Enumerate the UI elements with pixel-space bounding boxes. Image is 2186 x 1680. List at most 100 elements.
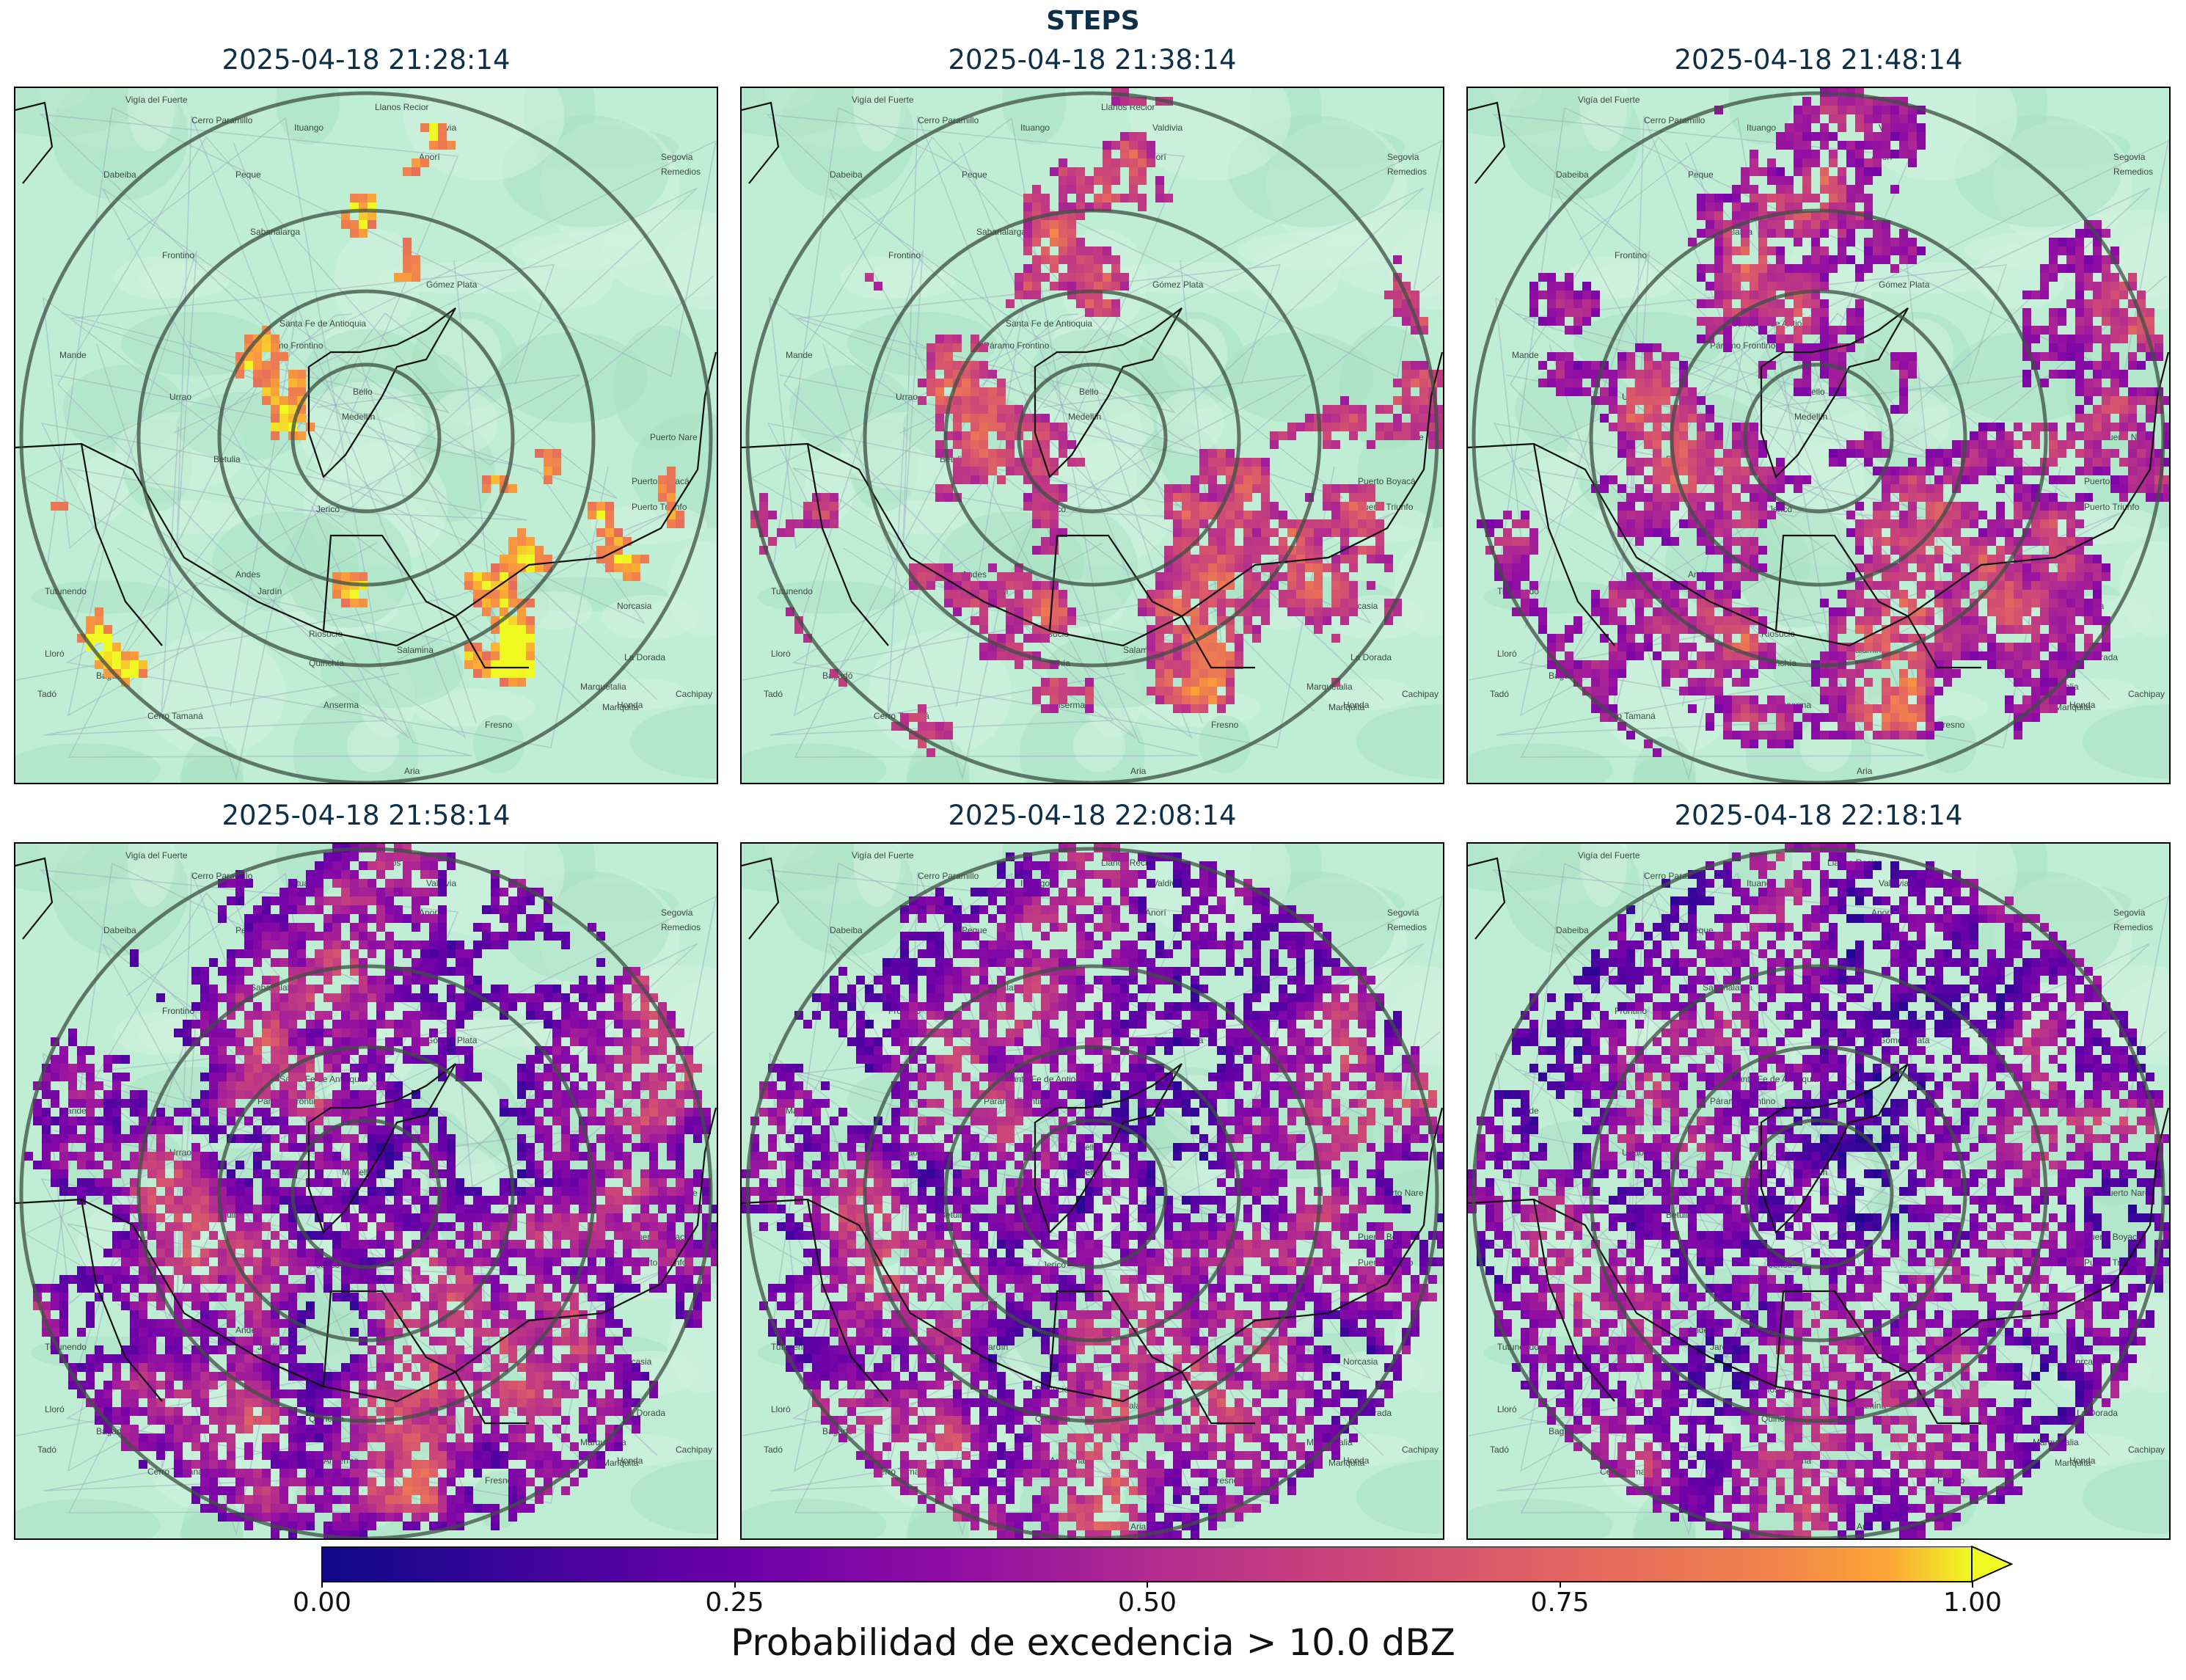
probability-cell	[1794, 731, 1802, 739]
probability-cell	[1111, 194, 1120, 202]
probability-cell	[359, 1020, 368, 1029]
probability-cell	[1838, 704, 1846, 713]
probability-cell	[2137, 335, 2146, 343]
probability-cell	[526, 669, 535, 678]
probability-cell	[2084, 343, 2093, 352]
map-place-label: Jericó	[316, 504, 340, 514]
probability-cell	[323, 896, 332, 905]
probability-cell	[526, 993, 535, 1002]
probability-cell	[997, 449, 1006, 458]
probability-cell	[1811, 238, 1820, 246]
probability-cell	[1820, 167, 1829, 176]
probability-cell	[1340, 537, 1349, 546]
probability-cell	[526, 1081, 535, 1090]
probability-cell	[1697, 211, 1706, 220]
department-boundaries	[1468, 101, 2169, 669]
probability-cell	[288, 379, 297, 387]
probability-cell	[1688, 704, 1697, 713]
probability-cell	[658, 1002, 667, 1011]
probability-cell	[306, 423, 315, 431]
probability-cell	[1873, 581, 1882, 590]
probability-cell	[1838, 185, 1846, 194]
probability-cell	[1208, 528, 1217, 537]
probability-cell	[218, 1125, 227, 1134]
probability-cell	[552, 1055, 561, 1064]
probability-cell	[112, 643, 121, 651]
probability-cell	[1015, 467, 1023, 475]
probability-cell	[227, 985, 235, 993]
probability-cell	[297, 985, 306, 993]
probability-cell	[77, 1055, 86, 1064]
probability-cell	[103, 634, 112, 643]
probability-cell	[944, 379, 953, 387]
probability-cell	[1741, 246, 1750, 255]
probability-cell	[253, 932, 262, 941]
probability-cell	[1723, 599, 1732, 607]
probability-cell	[1899, 352, 1908, 361]
probability-cell	[271, 1187, 279, 1196]
probability-cell	[68, 1099, 77, 1108]
probability-cell	[953, 414, 962, 423]
map-place-label: Fresno	[485, 1475, 513, 1486]
probability-cell	[632, 563, 640, 572]
probability-cell	[1785, 704, 1794, 713]
probability-cell	[235, 896, 244, 905]
probability-cell	[570, 1152, 579, 1161]
probability-cell	[2093, 616, 2102, 625]
probability-cell	[1538, 273, 1547, 282]
probability-cell	[1706, 572, 1714, 581]
probability-cell	[2049, 572, 2058, 581]
probability-cell	[1547, 273, 1556, 282]
probability-cell	[1191, 695, 1199, 704]
probability-cell	[1340, 528, 1349, 537]
probability-cell	[1776, 475, 1785, 484]
probability-cell	[1041, 519, 1050, 528]
probability-cell	[1714, 299, 1723, 308]
probability-cell	[640, 1187, 649, 1196]
probability-cell	[59, 1046, 68, 1055]
probability-cell	[535, 923, 544, 932]
probability-cell	[1182, 537, 1191, 546]
probability-cell	[1041, 687, 1050, 695]
probability-cell	[500, 625, 508, 634]
probability-cell	[420, 870, 429, 879]
probability-cell	[1129, 194, 1138, 202]
probability-cell	[508, 932, 517, 941]
probability-cell	[359, 879, 368, 888]
probability-cell	[227, 949, 235, 958]
probability-cell	[2119, 335, 2128, 343]
probability-cell	[1296, 599, 1305, 607]
probability-cell	[1890, 475, 1899, 484]
probability-cell	[1582, 308, 1591, 317]
probability-cell	[1111, 299, 1120, 308]
probability-cell	[596, 1169, 605, 1178]
probability-cell	[429, 967, 438, 976]
probability-cell	[1644, 634, 1653, 643]
probability-cell	[667, 467, 676, 475]
probability-cell	[676, 1152, 684, 1161]
probability-cell	[1934, 458, 1943, 467]
probability-cell	[332, 958, 341, 967]
probability-cell	[693, 1125, 702, 1134]
probability-cell	[438, 1055, 447, 1064]
probability-cell	[830, 511, 838, 519]
probability-cell	[1864, 176, 1873, 185]
probability-cell	[412, 264, 420, 273]
probability-cell	[1191, 572, 1199, 581]
probability-cell	[2075, 370, 2084, 379]
probability-cell	[1591, 291, 1600, 299]
probability-cell	[2137, 475, 2146, 484]
probability-cell	[2102, 396, 2110, 405]
probability-cell	[658, 1134, 667, 1143]
probability-cell	[2014, 599, 2022, 607]
probability-cell	[1367, 519, 1375, 528]
probability-cell	[544, 1073, 552, 1081]
probability-cell	[1943, 449, 1952, 458]
probability-cell	[1970, 651, 1978, 660]
probability-cell	[279, 1002, 288, 1011]
probability-cell	[297, 414, 306, 423]
probability-cell	[191, 1187, 200, 1196]
probability-cell	[1741, 713, 1750, 722]
probability-cell	[332, 1064, 341, 1073]
probability-cell	[341, 914, 350, 923]
